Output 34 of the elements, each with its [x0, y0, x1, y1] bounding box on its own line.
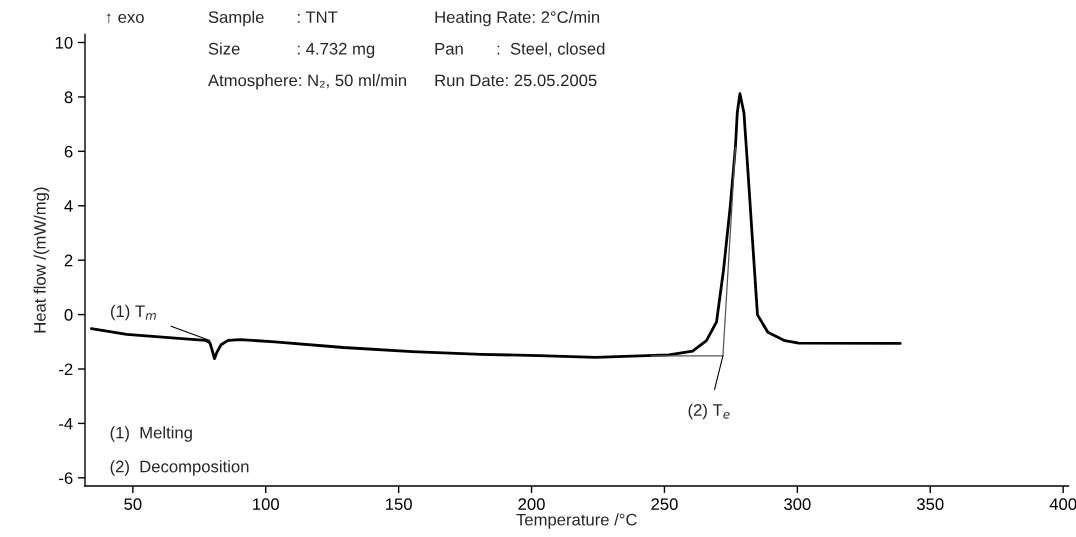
- annotation: Pan: [435, 43, 463, 55]
- y-tick-label: -2: [59, 363, 73, 376]
- y-tick-label: 10: [55, 36, 73, 49]
- y-tick-label: 8: [64, 91, 73, 104]
- annotation: : 4.732 mg: [297, 42, 375, 58]
- text: : TNT: [297, 11, 338, 23]
- y-tick-label: 0: [64, 308, 73, 321]
- text: Sample: [208, 10, 264, 27]
- x-axis-title: Temperature /°C: [516, 513, 637, 529]
- x-tick-label: 400: [1049, 498, 1076, 511]
- y-tick-label: -4: [59, 417, 73, 430]
- line-series: [89, 92, 902, 361]
- annotation: (2) Decomposition: [110, 460, 249, 476]
- annotation: (1) T$_{m}$: [110, 304, 156, 321]
- annotation: Run Date: 25.05.2005: [435, 74, 597, 87]
- y-tick-label: 2: [64, 254, 73, 267]
- annotation: : Steel, closed: [497, 42, 605, 57]
- annotation: (1) Melting: [110, 426, 192, 442]
- annotation: Size: [208, 42, 240, 55]
- x-tick-label: 100: [253, 498, 279, 511]
- annotation: Atmosphere: N₂, 50 ml/min: [207, 74, 406, 90]
- y-axis-title: Heat flow /(mW/mg): [33, 187, 50, 333]
- annotation: (2) T$_{e}$: [688, 403, 730, 420]
- x-tick-label: 300: [784, 498, 811, 511]
- y-tick-label: 6: [64, 145, 73, 158]
- x-tick-label: 150: [386, 498, 412, 511]
- text: Heating Rate: 2°C/min: [435, 10, 600, 27]
- y-tick-label: -6: [59, 472, 73, 485]
- x-tick-label: 250: [651, 498, 678, 511]
- x-tick-label: 350: [916, 498, 944, 511]
- y-tick-label: 4: [64, 200, 73, 212]
- x-tick-label: 50: [124, 498, 142, 511]
- text: ↑ exo: [106, 13, 144, 24]
- x-tick-label: 200: [518, 498, 545, 511]
